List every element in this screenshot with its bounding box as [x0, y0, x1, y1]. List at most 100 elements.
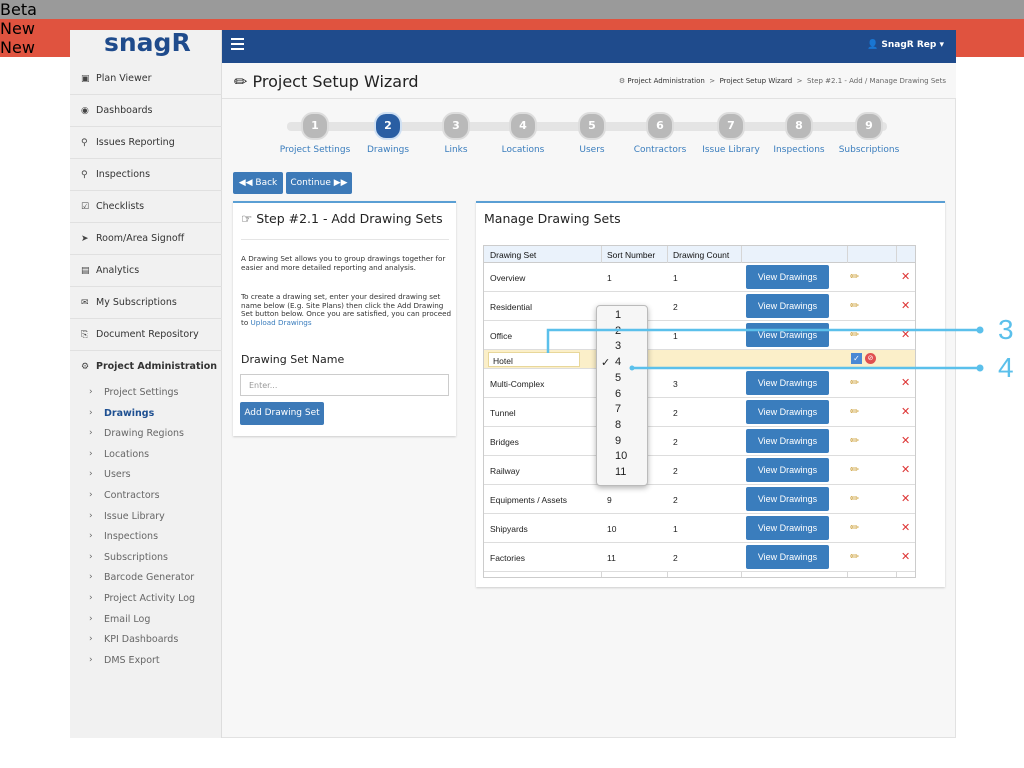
- dropdown-option[interactable]: 8: [615, 418, 622, 431]
- sidebar-label[interactable]: Checklists: [96, 201, 145, 212]
- sidebar-subitem[interactable]: Users: [104, 469, 131, 481]
- sidebar-subitem[interactable]: Subscriptions: [104, 551, 168, 563]
- sidebar-item[interactable]: ☑ Checklists: [70, 191, 222, 223]
- sidebar-subitem[interactable]: Drawings: [104, 407, 155, 419]
- delete-icon[interactable]: ✕: [901, 434, 911, 447]
- delete-icon[interactable]: ✕: [901, 521, 911, 534]
- view-drawings-button[interactable]: View Drawings: [746, 516, 829, 540]
- dropdown-option[interactable]: 6: [615, 387, 622, 400]
- sidebar-item[interactable]: ▤ Analytics: [70, 255, 222, 287]
- step-label[interactable]: Contractors: [633, 145, 687, 155]
- delete-icon[interactable]: ✕: [901, 328, 911, 341]
- step-circle[interactable]: 6: [646, 112, 674, 140]
- logo[interactable]: snagR: [104, 28, 191, 57]
- sidebar-item[interactable]: ▣ Plan Viewer: [70, 63, 222, 95]
- sidebar-item[interactable]: ⚲ Issues Reporting: [70, 127, 222, 159]
- step-circle[interactable]: 5: [578, 112, 606, 140]
- view-drawings-button[interactable]: View Drawings: [746, 265, 829, 289]
- step-circle[interactable]: 3: [442, 112, 470, 140]
- sidebar-item[interactable]: ⚙ Project Administration: [70, 351, 222, 383]
- edit-icon[interactable]: ✏︎: [850, 550, 860, 563]
- dropdown-option[interactable]: 5: [615, 371, 622, 384]
- dropdown-option[interactable]: 2: [615, 324, 622, 337]
- step-label[interactable]: Subscriptions: [838, 145, 900, 155]
- dropdown-option[interactable]: 7: [615, 403, 622, 416]
- view-drawings-button[interactable]: View Drawings: [746, 400, 829, 424]
- view-drawings-button[interactable]: View Drawings: [746, 545, 829, 569]
- step-label[interactable]: Users: [579, 145, 605, 155]
- edit-icon[interactable]: ✏︎: [850, 299, 860, 312]
- confirm-icon[interactable]: ✓: [851, 353, 862, 364]
- step-circle[interactable]: 2: [374, 112, 402, 140]
- sidebar-label[interactable]: Dashboards: [96, 105, 153, 116]
- sidebar-subitem[interactable]: DMS Export: [104, 654, 160, 666]
- sidebar-subitem[interactable]: KPI Dashboards: [104, 634, 179, 646]
- delete-icon[interactable]: ✕: [901, 492, 911, 505]
- step-circle[interactable]: 8: [785, 112, 813, 140]
- dropdown-option[interactable]: 11: [615, 466, 627, 478]
- edit-icon[interactable]: ✏︎: [850, 270, 860, 283]
- sidebar-label[interactable]: Analytics: [96, 265, 140, 276]
- view-drawings-button[interactable]: View Drawings: [746, 371, 829, 395]
- sidebar-label[interactable]: Room/Area Signoff: [96, 233, 185, 244]
- step-circle[interactable]: 1: [301, 112, 329, 140]
- step-label[interactable]: Locations: [501, 145, 545, 155]
- back-button[interactable]: ◀◀ Back: [233, 172, 283, 194]
- step-label[interactable]: Links: [444, 145, 468, 155]
- sidebar-subitem[interactable]: Email Log: [104, 613, 151, 625]
- upload-link[interactable]: Upload Drawings: [250, 317, 312, 327]
- step-label[interactable]: Issue Library: [702, 145, 760, 155]
- view-drawings-button[interactable]: View Drawings: [746, 487, 829, 511]
- name-input[interactable]: Enter...: [240, 374, 449, 396]
- sort-dropdown[interactable]: 1 2 3 ✓ 4 5 6 7 8 9 10 11: [596, 305, 648, 486]
- dropdown-option[interactable]: 4: [615, 356, 622, 369]
- sidebar-item[interactable]: ⎘ Document Repository: [70, 319, 222, 351]
- crumb[interactable]: Project Setup Wizard: [719, 77, 793, 85]
- delete-icon[interactable]: ✕: [901, 405, 911, 418]
- continue-label[interactable]: Continue: [290, 178, 331, 188]
- view-drawings-button[interactable]: View Drawings: [746, 294, 829, 318]
- step-label[interactable]: Drawings: [366, 145, 410, 155]
- name-edit-input[interactable]: Hotel: [488, 352, 580, 367]
- edit-icon[interactable]: ✏︎: [850, 405, 860, 418]
- dropdown-option[interactable]: 1: [615, 309, 622, 321]
- sidebar-label[interactable]: Issues Reporting: [96, 137, 175, 148]
- add-button[interactable]: Add Drawing Set: [240, 402, 324, 425]
- delete-icon[interactable]: ✕: [901, 270, 911, 283]
- view-drawings-button[interactable]: View Drawings: [746, 323, 829, 347]
- user-name[interactable]: SnagR Rep: [881, 40, 937, 50]
- sidebar-item[interactable]: ◉ Dashboards: [70, 95, 222, 127]
- sidebar-subitem[interactable]: Contractors: [104, 490, 160, 501]
- sidebar-subitem[interactable]: Issue Library: [104, 510, 165, 522]
- sidebar-label[interactable]: Plan Viewer: [96, 73, 152, 84]
- cancel-icon[interactable]: ⊘: [865, 353, 876, 364]
- edit-icon[interactable]: ✏︎: [850, 376, 860, 389]
- row-name[interactable]: Hotel: [493, 356, 513, 366]
- sidebar-subitem[interactable]: Locations: [104, 448, 150, 460]
- dropdown-option[interactable]: 9: [615, 434, 622, 447]
- back-label[interactable]: Back: [255, 178, 278, 188]
- placeholder[interactable]: Enter...: [249, 381, 278, 390]
- edit-icon[interactable]: ✏︎: [850, 463, 860, 476]
- sidebar-subitem[interactable]: Inspections: [104, 531, 159, 543]
- step-label[interactable]: Project Settings: [279, 145, 351, 155]
- sidebar-subitem[interactable]: Project Activity Log: [104, 593, 196, 604]
- delete-icon[interactable]: ✕: [901, 550, 911, 563]
- sidebar-item[interactable]: ➤ Room/Area Signoff: [70, 223, 222, 255]
- crumb[interactable]: Project Administration: [627, 77, 705, 85]
- sidebar-item[interactable]: ⚲ Inspections: [70, 159, 222, 191]
- user-menu[interactable]: 👤 SnagR Rep ▾: [867, 40, 944, 50]
- dropdown-option[interactable]: 3: [615, 340, 622, 353]
- delete-icon[interactable]: ✕: [901, 299, 911, 312]
- delete-icon[interactable]: ✕: [901, 376, 911, 389]
- sidebar-item[interactable]: ✉ My Subscriptions: [70, 287, 222, 319]
- sidebar-subitem[interactable]: Project Settings: [104, 387, 179, 398]
- step-circle[interactable]: 9: [855, 112, 883, 140]
- sidebar-label[interactable]: Document Repository: [96, 329, 199, 340]
- sidebar-subitem[interactable]: Barcode Generator: [104, 572, 195, 584]
- sidebar-label[interactable]: Inspections: [96, 169, 151, 180]
- delete-icon[interactable]: ✕: [901, 463, 911, 476]
- continue-button[interactable]: Continue ▶▶: [286, 172, 352, 194]
- edit-icon[interactable]: ✏︎: [850, 492, 860, 505]
- edit-icon[interactable]: ✏︎: [850, 521, 860, 534]
